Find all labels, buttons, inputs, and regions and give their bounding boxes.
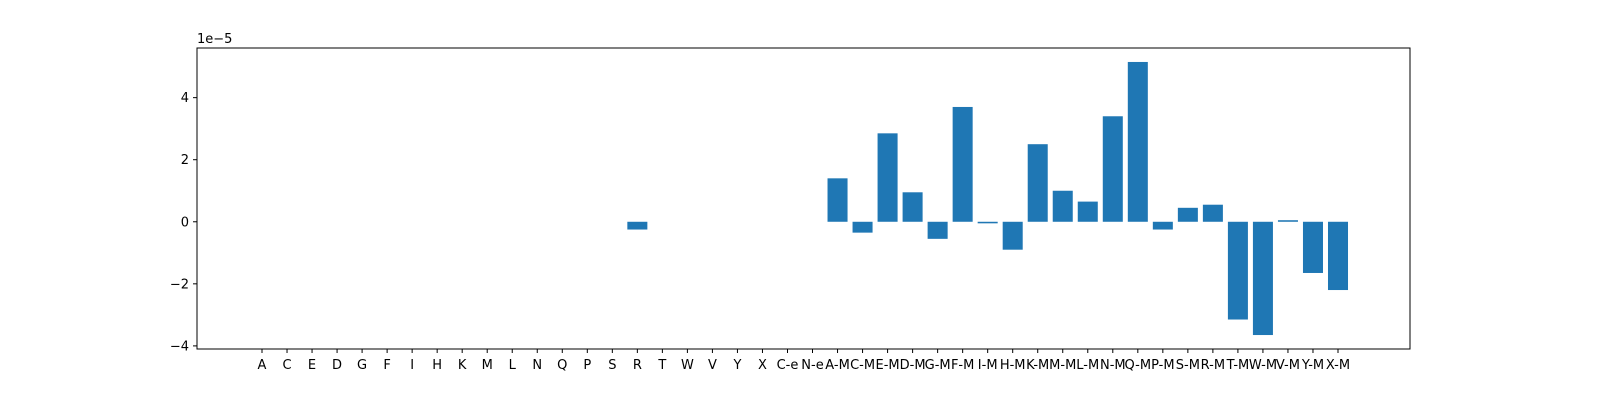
bar-I-M xyxy=(977,221,998,224)
x-tick-label: W xyxy=(681,358,694,373)
plot-frame xyxy=(196,47,1411,350)
x-tick-label: Q xyxy=(557,358,567,373)
bar-Q-M xyxy=(1127,61,1148,222)
bar-P-M xyxy=(1152,221,1173,230)
y-tick-label: 0 xyxy=(181,215,189,230)
x-tick-label: C xyxy=(282,358,291,373)
bar-T-M xyxy=(1227,221,1248,320)
x-tick-label: H xyxy=(432,358,442,373)
x-tick-label: N-e xyxy=(801,358,823,373)
x-tick-label: S xyxy=(608,358,616,373)
bar-C-M xyxy=(852,221,873,233)
bar-L-M xyxy=(1077,201,1098,222)
x-tick-label: Q-M xyxy=(1125,358,1152,373)
bar-R-M xyxy=(1202,204,1223,222)
x-tick-label: E xyxy=(308,358,316,373)
x-tick-label: F-M xyxy=(951,358,974,373)
x-tick-label: G-M xyxy=(925,358,951,373)
bars-group xyxy=(627,61,1349,336)
x-tick-label: Y-M xyxy=(1301,358,1324,373)
x-tick-label: M-M xyxy=(1049,358,1076,373)
y-axis-ticks: −4 −2 0 2 4 xyxy=(170,91,197,354)
bar-R xyxy=(627,221,648,230)
x-tick-label: D-M xyxy=(900,358,926,373)
x-tick-label: W-M xyxy=(1249,358,1277,373)
bar-X-M xyxy=(1327,221,1349,291)
x-tick-label: T-M xyxy=(1226,358,1250,373)
x-tick-label: N-M xyxy=(1100,358,1126,373)
x-tick-label: Y xyxy=(732,358,741,373)
bar-K-M xyxy=(1027,144,1048,222)
bar-M-M xyxy=(1052,190,1073,222)
x-tick-label: S-M xyxy=(1176,358,1200,373)
bar-W-M xyxy=(1252,221,1273,336)
x-tick-label: D xyxy=(332,358,342,373)
x-tick-label: K xyxy=(458,358,467,373)
x-axis-ticks: A C E D G F I H K M L N Q P S R T W V Y X C-e N-e A-M C-M E-M D-M G… xyxy=(258,349,1350,373)
bar-A-M xyxy=(827,178,848,222)
x-tick-label: R-M xyxy=(1201,358,1225,373)
x-tick-label: I xyxy=(410,358,414,373)
bar-N-M xyxy=(1102,116,1123,222)
x-tick-label: A-M xyxy=(825,358,850,373)
x-tick-label: I-M xyxy=(978,358,998,373)
bar-G-M xyxy=(927,221,948,239)
x-tick-label: K-M xyxy=(1026,358,1049,373)
x-tick-label: M xyxy=(482,358,493,373)
x-tick-label: P xyxy=(583,358,591,373)
bar-V-M xyxy=(1277,220,1298,222)
x-tick-label: C-M xyxy=(850,358,875,373)
x-tick-label: L xyxy=(509,358,517,373)
bar-E-M xyxy=(877,133,898,222)
x-tick-label: A xyxy=(258,358,267,373)
x-tick-label: V-M xyxy=(1276,358,1300,373)
x-tick-label: E-M xyxy=(876,358,900,373)
x-tick-label: T xyxy=(657,358,666,373)
bar-S-M xyxy=(1177,207,1198,222)
x-tick-label: X xyxy=(758,358,767,373)
x-tick-label: G xyxy=(357,358,367,373)
bar-D-M xyxy=(902,192,923,222)
x-tick-label: R xyxy=(633,358,642,373)
x-tick-label: V xyxy=(708,358,717,373)
bar-F-M xyxy=(952,106,973,222)
y-tick-label: 4 xyxy=(181,91,189,106)
y-tick-label: −4 xyxy=(170,339,189,354)
bar-Y-M xyxy=(1302,221,1323,273)
bar-H-M xyxy=(1002,221,1023,250)
x-tick-label: N xyxy=(532,358,542,373)
x-tick-label: C-e xyxy=(777,358,799,373)
y-axis-offset-label: 1e−5 xyxy=(197,32,232,47)
y-tick-label: 2 xyxy=(181,153,189,168)
x-tick-label: H-M xyxy=(1000,358,1026,373)
y-tick-label: −2 xyxy=(170,277,189,292)
x-tick-label: F xyxy=(383,358,390,373)
x-tick-label: L-M xyxy=(1076,358,1099,373)
x-tick-label: P-M xyxy=(1151,358,1174,373)
x-tick-label: X-M xyxy=(1326,358,1350,373)
